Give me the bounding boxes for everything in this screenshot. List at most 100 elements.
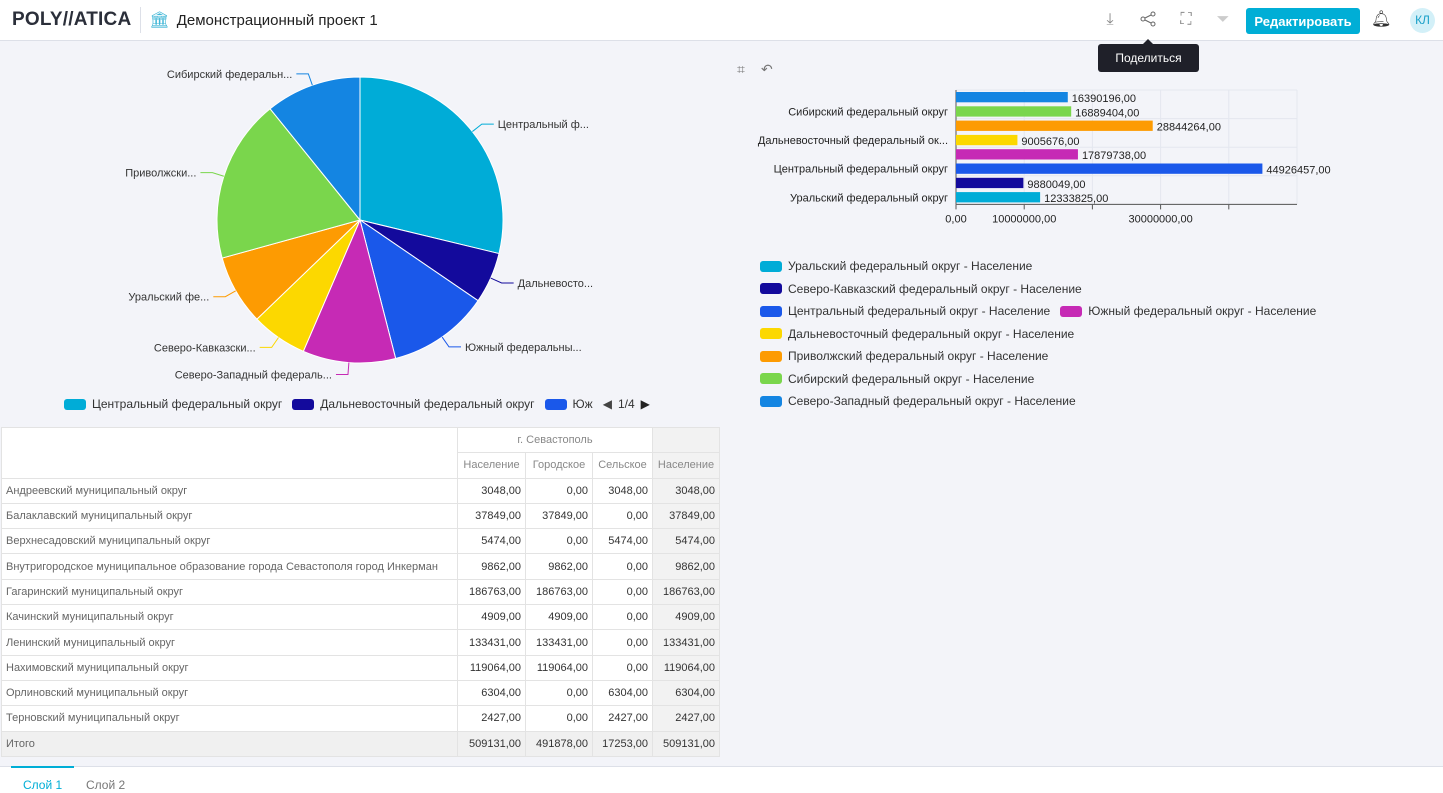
cell-value: 0,00	[592, 629, 653, 656]
table-row: Ленинский муниципальный округ 133431,00 13…	[1, 629, 720, 656]
legend-next-icon[interactable]: ▶	[640, 397, 650, 411]
category-label: Дальневосточный федеральный ок...	[758, 135, 948, 147]
pie-leader-line	[490, 277, 514, 284]
legend-prev-icon[interactable]: ◀	[602, 397, 612, 411]
cell-value: 4909,00	[457, 604, 526, 631]
tab-layer-1[interactable]: Слой 1	[10, 766, 75, 792]
bar-legend-item[interactable]: Приволжский федеральный округ - Населени…	[760, 349, 1048, 363]
table-row: Орлиновский муниципальный округ 6304,00 0,…	[1, 679, 720, 707]
bar-legend-item[interactable]: Центральный федеральный округ - Населени…	[760, 304, 1050, 318]
bar-legend: Уральский федеральный округ - Население С…	[760, 255, 1326, 413]
layer-tabs: Слой 1 Слой 2	[0, 766, 1443, 793]
legend-swatch	[544, 398, 567, 410]
table-row: Балаклавский муниципальный округ 37849,00…	[1, 502, 720, 530]
legend-swatch	[760, 373, 782, 385]
cell-value: 0,00	[525, 679, 593, 707]
cell-value: 509131,00	[652, 730, 720, 757]
bar	[956, 192, 1041, 203]
pie-leader-line	[259, 337, 279, 348]
legend-row: Уральский федеральный округ - Население	[760, 255, 1326, 278]
polymatica-logo: POLY//ATICA	[12, 9, 132, 30]
pie-leader-line	[441, 336, 462, 348]
tab-layer-2[interactable]: Слой 2	[86, 778, 126, 792]
column-header[interactable]: Сельское	[592, 452, 653, 479]
column-header[interactable]: Городское	[525, 452, 593, 479]
pie-leader-line	[472, 123, 494, 132]
pie-leader-line	[200, 172, 225, 177]
bar-legend-item[interactable]: Уральский федеральный округ - Население	[760, 259, 1032, 273]
x-tick-label: 10000000,00	[992, 213, 1056, 225]
edit-button[interactable]: Редактировать	[1246, 8, 1360, 34]
bar-value-label: 9005676,00	[1021, 136, 1079, 148]
pie-label: Северо-Западный федераль...	[175, 370, 332, 382]
museum-icon: 🏛	[149, 12, 170, 29]
fullscreen-icon[interactable]: ⛶	[1180, 11, 1192, 28]
cell-value: 509131,00	[457, 730, 526, 757]
pie-label: Приволжски...	[125, 168, 196, 180]
pie-label: Южный федеральны...	[465, 342, 582, 354]
row-label: Орлиновский муниципальный округ	[1, 679, 458, 707]
table-row: Качинский муниципальный округ 4909,00 4909…	[1, 604, 720, 631]
cell-value: 5474,00	[652, 528, 720, 555]
pie-label: Сибирский федеральн...	[167, 69, 292, 81]
legend-row: Северо-Кавказский федеральный округ - На…	[760, 278, 1326, 301]
cell-value: 37849,00	[525, 502, 593, 530]
x-tick-label: 0,00	[945, 213, 966, 225]
cell-value: 2427,00	[592, 705, 653, 732]
category-label: Сибирский федеральный округ	[788, 106, 948, 118]
cell-value: 186763,00	[457, 578, 526, 606]
legend-swatch	[760, 305, 782, 317]
total-row: Итого 509131,00 491878,00 17253,00 509131,00	[1, 730, 720, 757]
legend-row: Северо-Западный федеральный округ - Насе…	[760, 390, 1326, 413]
row-label: Итого	[1, 730, 458, 757]
cell-value: 186763,00	[652, 578, 720, 606]
pie-label: Центральный ф...	[498, 119, 589, 131]
download-icon[interactable]: ⤓	[1106, 11, 1114, 28]
column-header[interactable]: Население	[457, 452, 526, 479]
legend-swatch	[760, 328, 782, 340]
share-icon[interactable]	[1138, 10, 1158, 30]
table-row: Терновский муниципальный округ 2427,00 0,0…	[1, 705, 720, 732]
pie-legend-item[interactable]: Дальневосточный федеральный округ	[292, 397, 535, 411]
bar-legend-item[interactable]: Дальневосточный федеральный округ - Насе…	[760, 327, 1074, 341]
avatar[interactable]: КЛ	[1410, 8, 1435, 33]
pie-chart: Центральный ф... Дальневосто... Южный феде…	[125, 69, 593, 382]
legend-row: Центральный федеральный округ - Населени…	[760, 300, 1326, 323]
reset-zoom-icon[interactable]: ↶	[761, 61, 773, 77]
cell-value: 0,00	[525, 705, 593, 732]
bar-legend-item[interactable]: Северо-Кавказский федеральный округ - На…	[760, 282, 1082, 296]
divider	[140, 7, 142, 33]
table-row: Внутригородское муниципальное образовани…	[1, 553, 720, 580]
cell-value: 37849,00	[652, 502, 720, 530]
legend-label: Центральный федеральный округ - Населени…	[788, 304, 1051, 319]
bar-value-label: 44926457,00	[1266, 165, 1330, 177]
pie-legend-item[interactable]: Центральный федеральный округ	[64, 397, 282, 411]
cell-value: 5474,00	[592, 528, 653, 555]
crop-icon[interactable]: ⌗	[737, 61, 745, 77]
filter-icon[interactable]: ⏷	[1216, 11, 1230, 28]
cell-value: 6304,00	[592, 679, 653, 707]
legend-label: Уральский федеральный округ - Население	[788, 259, 1033, 274]
cell-value: 119064,00	[525, 654, 593, 681]
bell-icon[interactable]: 🔔︎	[1371, 11, 1392, 28]
cell-value: 5474,00	[457, 528, 526, 555]
cell-value: 37849,00	[457, 502, 526, 530]
legend-label: Дальневосточный федеральный округ - Насе…	[788, 326, 1075, 341]
pivot-table: г. Севастополь Население Городское Сельско…	[1, 426, 720, 757]
table-row: Андреевский муниципальный округ 3048,00 0,…	[1, 477, 720, 504]
bar-legend-item[interactable]: Южный федеральный округ - Население	[1060, 304, 1316, 318]
legend-label: Северо-Кавказский федеральный округ - На…	[788, 281, 1082, 296]
pie-label: Уральский фе...	[128, 292, 209, 304]
row-label: Ленинский муниципальный округ	[1, 629, 458, 656]
cell-value: 9862,00	[652, 553, 720, 580]
column-header[interactable]: Население	[652, 452, 720, 479]
table-corner	[1, 427, 458, 479]
cell-value: 4909,00	[525, 604, 593, 631]
bar-chart: 16390196,00 16889404,00 28844264,00 9005676…	[758, 89, 1331, 225]
bar-legend-item[interactable]: Сибирский федеральный округ - Население	[760, 372, 1034, 386]
cell-value: 3048,00	[652, 477, 720, 504]
cell-value: 186763,00	[525, 578, 593, 606]
bar-legend-item[interactable]: Северо-Западный федеральный округ - Насе…	[760, 394, 1076, 408]
row-label: Нахимовский муниципальный округ	[1, 654, 458, 681]
pie-legend-item[interactable]: Юж	[544, 397, 593, 411]
